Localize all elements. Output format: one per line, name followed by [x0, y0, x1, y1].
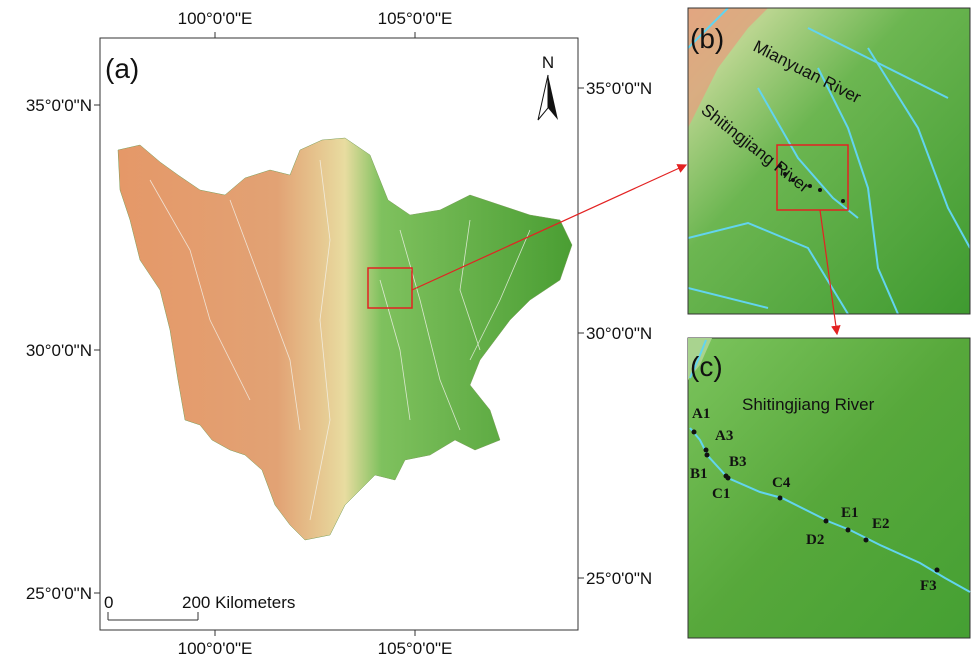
site-label: E2 — [872, 516, 890, 532]
lat-label: 25°0'0"N — [586, 569, 652, 588]
site-label: C1 — [712, 486, 730, 502]
site-label: B1 — [690, 466, 708, 482]
site-label: A3 — [715, 428, 733, 444]
site-label: F3 — [920, 578, 937, 594]
site-label: D2 — [806, 532, 824, 548]
sampling-site — [778, 496, 783, 501]
site-label: A1 — [692, 406, 710, 422]
river-label: Shitingjiang River — [742, 395, 875, 414]
sampling-site — [824, 519, 829, 524]
scale-label: 200 Kilometers — [182, 593, 295, 612]
sampling-site — [935, 568, 940, 573]
sampling-site — [705, 453, 710, 458]
sampling-site — [846, 528, 851, 533]
panel-b — [688, 8, 970, 314]
lat-label: 35°0'0"N — [26, 96, 92, 115]
sampling-site — [692, 430, 697, 435]
sampling-site — [726, 476, 731, 481]
panel-label: (c) — [690, 351, 723, 382]
lon-label: 100°0'0"E — [178, 9, 253, 28]
lat-label: 30°0'0"N — [586, 324, 652, 343]
scale-label: 0 — [104, 593, 113, 612]
north-label: N — [542, 53, 554, 72]
lon-label: 105°0'0"E — [378, 639, 453, 658]
sampling-site — [864, 538, 869, 543]
lat-label: 30°0'0"N — [26, 341, 92, 360]
site-label: E1 — [841, 505, 859, 521]
site-label: C4 — [772, 475, 791, 491]
site-label: B3 — [729, 454, 747, 470]
figure: (a) N 0 200 Kilometers (b) Mianyuan Rive… — [0, 0, 972, 662]
panel-label: (a) — [105, 53, 139, 84]
lon-label: 105°0'0"E — [378, 9, 453, 28]
lat-label: 25°0'0"N — [26, 584, 92, 603]
sampling-site — [704, 448, 709, 453]
panel-label: (b) — [690, 23, 724, 54]
lon-label: 100°0'0"E — [178, 639, 253, 658]
lat-label: 35°0'0"N — [586, 79, 652, 98]
